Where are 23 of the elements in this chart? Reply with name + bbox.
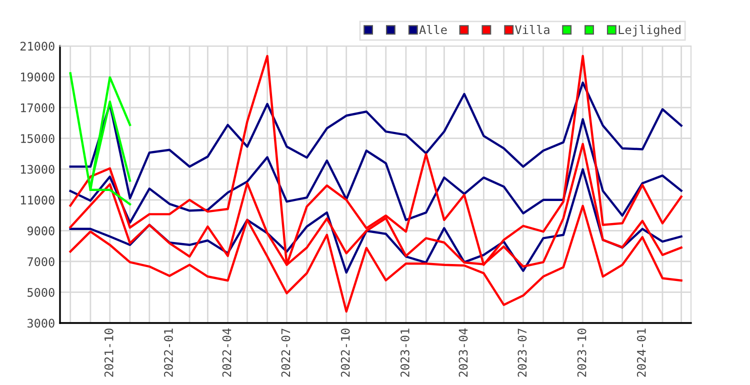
y-tick-label: 5000 bbox=[28, 288, 54, 297]
x-tick-label: 2023-01 bbox=[400, 328, 410, 377]
x-tick-label: 2022-01 bbox=[164, 328, 173, 377]
legend-label: Villa bbox=[515, 24, 550, 34]
x-tick-label: 2022-04 bbox=[222, 328, 232, 377]
y-tick-label: 17000 bbox=[21, 103, 54, 112]
y-tick-label: 19000 bbox=[21, 72, 54, 82]
legend-label: Alle bbox=[419, 24, 447, 34]
y-tick-label: 7000 bbox=[28, 257, 54, 266]
x-tick-label: 2022-10 bbox=[340, 328, 350, 377]
x-tick-label: 2022-07 bbox=[281, 328, 290, 377]
x-tick-label: 2024-01 bbox=[636, 328, 646, 377]
y-tick-label: 11000 bbox=[21, 196, 54, 205]
x-tick-label: 2023-04 bbox=[458, 328, 468, 377]
x-tick-label: 2023-10 bbox=[577, 328, 586, 377]
y-tick-label: 9000 bbox=[27, 226, 54, 236]
y-tick-label: 13000 bbox=[21, 164, 54, 174]
y-tick-label: 3000 bbox=[28, 318, 54, 328]
x-tick-label: 2021-10 bbox=[104, 328, 114, 377]
y-tick-label: 21000 bbox=[20, 42, 54, 51]
y-tick-label: 15000 bbox=[21, 134, 54, 144]
legend-label: Lejlighed bbox=[618, 24, 680, 37]
x-tick-label: 2023-07 bbox=[518, 328, 527, 377]
